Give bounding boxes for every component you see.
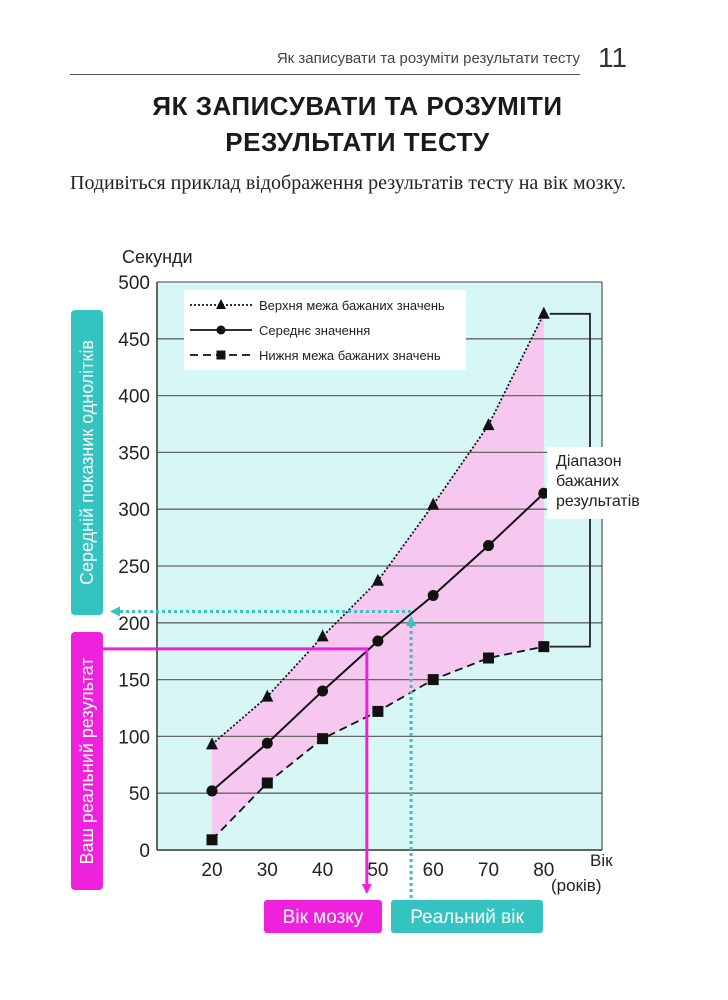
data-point-circle bbox=[427, 590, 439, 602]
x-tick-label: 60 bbox=[423, 860, 444, 881]
data-point-circle bbox=[206, 785, 218, 797]
data-point-square bbox=[261, 777, 273, 789]
legend-label: Середнє значення bbox=[259, 323, 370, 338]
x-tick-label: 50 bbox=[367, 860, 388, 881]
data-point-triangle bbox=[261, 689, 274, 702]
range-label-bg bbox=[547, 447, 639, 519]
data-point-triangle bbox=[316, 629, 329, 642]
data-point-circle bbox=[483, 540, 494, 552]
range-label-line: результатів bbox=[556, 493, 640, 510]
peer-average-bar bbox=[71, 310, 103, 615]
data-point-triangle bbox=[427, 497, 440, 510]
page-title-line-1: ЯК ЗАПИСУВАТИ ТА РОЗУМІТИ bbox=[152, 91, 563, 121]
y-tick-label: 400 bbox=[118, 387, 150, 408]
x-tick-label: 80 bbox=[533, 860, 554, 881]
real-age-box bbox=[391, 900, 543, 933]
page-title: ЯК ЗАПИСУВАТИ ТА РОЗУМІТИ РЕЗУЛЬТАТИ ТЕС… bbox=[70, 88, 645, 160]
data-point-triangle bbox=[206, 737, 218, 750]
x-tick-label: 30 bbox=[257, 860, 278, 881]
actual-result-bar bbox=[71, 632, 103, 890]
legend-label: Верхня межа бажаних значень bbox=[259, 298, 445, 313]
x-tick-label: 70 bbox=[478, 860, 499, 881]
data-point-square bbox=[317, 733, 329, 745]
y-tick-label: 0 bbox=[139, 841, 150, 862]
y-tick-label: 100 bbox=[118, 727, 150, 748]
brain-age-box bbox=[264, 900, 382, 933]
legend-marker-square bbox=[216, 350, 226, 360]
y-tick-label: 450 bbox=[118, 330, 150, 351]
data-point-square bbox=[483, 652, 494, 664]
data-point-triangle bbox=[537, 306, 550, 319]
x-tick-label: 20 bbox=[201, 860, 222, 881]
data-point-triangle bbox=[482, 418, 495, 431]
data-point-square bbox=[427, 674, 439, 686]
page-number: 11 bbox=[598, 42, 628, 73]
y-axis-label: Секунди bbox=[122, 247, 193, 267]
data-point-circle bbox=[538, 487, 550, 499]
intro-paragraph: Подивіться приклад відображення результа… bbox=[70, 172, 627, 194]
legend-marker-triangle bbox=[216, 299, 226, 309]
desired-range-fill bbox=[212, 313, 544, 840]
y-tick-label: 200 bbox=[118, 614, 150, 635]
data-point-circle bbox=[372, 635, 384, 647]
y-tick-label: 50 bbox=[129, 784, 150, 805]
data-point-circle bbox=[261, 737, 273, 749]
actual-result-label: Ваш реальний результат bbox=[77, 657, 97, 864]
header-rule bbox=[70, 74, 580, 75]
range-label-line: бажаних bbox=[556, 473, 619, 490]
data-point-square bbox=[206, 834, 218, 846]
legend-label: Нижня межа бажаних значень bbox=[259, 348, 441, 363]
x-axis-label-unit: (років) bbox=[551, 876, 601, 895]
page-title-line-2: РЕЗУЛЬТАТИ ТЕСТУ bbox=[225, 127, 490, 157]
range-label-line: Діапазон bbox=[556, 453, 622, 470]
peer-average-label: Середній показник однолітків bbox=[77, 340, 97, 585]
brain-age-label: Вік мозку bbox=[283, 907, 364, 928]
data-point-square bbox=[372, 705, 384, 717]
y-tick-label: 150 bbox=[118, 671, 150, 692]
running-title: Як записувати та розуміти результати тес… bbox=[276, 50, 580, 67]
brain-age-arrow bbox=[103, 647, 372, 894]
data-point-triangle bbox=[371, 573, 384, 586]
x-tick-label: 40 bbox=[312, 860, 333, 881]
y-tick-label: 300 bbox=[118, 500, 150, 521]
y-tick-label: 250 bbox=[118, 557, 150, 578]
y-tick-label: 500 bbox=[118, 273, 150, 294]
y-tick-label: 350 bbox=[118, 443, 150, 464]
legend-marker-circle bbox=[216, 325, 226, 335]
real-age-label: Реальний вік bbox=[410, 907, 524, 928]
data-point-circle bbox=[317, 685, 329, 697]
x-axis-label: Вік bbox=[590, 851, 613, 870]
data-point-square bbox=[538, 641, 550, 653]
